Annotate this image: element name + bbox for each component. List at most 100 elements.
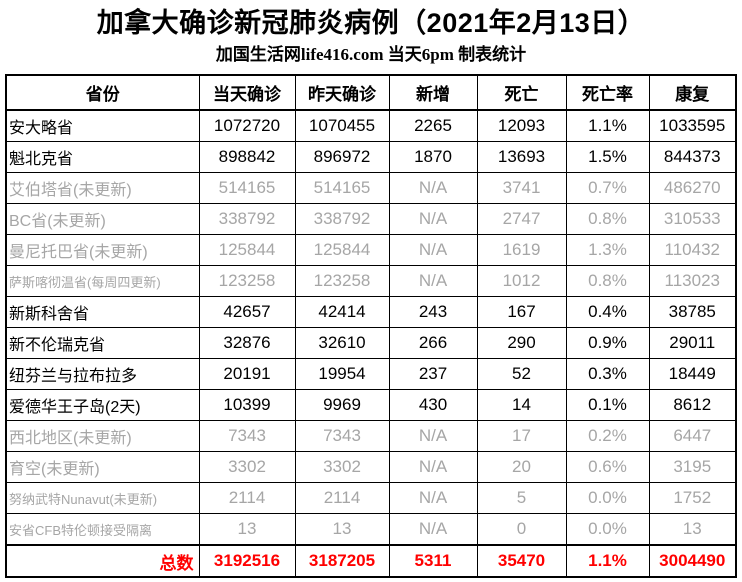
table-row: 努纳武特Nunavut(未更新) 2114 2114 N/A 5 0.0% 1752: [5, 482, 737, 514]
value-cell: 19954: [294, 358, 390, 390]
table-row: 安省CFB特伦顿接受隔离 13 13 N/A 0 0.0% 13: [5, 513, 737, 546]
column-header: 昨天确诊: [294, 74, 390, 111]
value-cell: 167: [476, 296, 567, 328]
table-row: 纽芬兰与拉布拉多 20191 19954 237 52 0.3% 18449: [5, 358, 737, 390]
value-cell: 20: [476, 451, 567, 483]
value-cell: 3302: [294, 451, 390, 483]
value-cell: 237: [388, 358, 478, 390]
page-title: 加拿大确诊新冠肺炎病例（2021年2月13日）: [96, 8, 646, 38]
value-cell: 52: [476, 358, 567, 390]
value-cell: 10399: [198, 389, 296, 421]
value-cell: N/A: [388, 234, 478, 266]
value-cell: 0.0%: [565, 482, 650, 514]
table-row: 新不伦瑞克省 32876 32610 266 290 0.9% 29011: [5, 327, 737, 359]
value-cell: 338792: [198, 203, 296, 235]
value-cell: 2114: [198, 482, 296, 514]
value-cell: 110432: [648, 234, 737, 266]
table-row: 安大略省 1072720 1070455 2265 12093 1.1% 1033595: [5, 109, 737, 142]
value-cell: 8612: [648, 389, 737, 421]
column-header: 死亡率: [565, 74, 650, 111]
value-cell: 0.9%: [565, 327, 650, 359]
value-cell: N/A: [388, 420, 478, 452]
value-cell: 42657: [198, 296, 296, 328]
value-cell: 0.7%: [565, 172, 650, 204]
value-cell: 290: [476, 327, 567, 359]
value-cell: 13: [294, 513, 390, 546]
value-cell: 3195: [648, 451, 737, 483]
table-row: 萨斯喀彻温省(每周四更新) 123258 123258 N/A 1012 0.8% 1130…: [5, 265, 737, 297]
value-cell: 3192516: [198, 544, 296, 578]
value-cell: 3004490: [648, 544, 737, 578]
value-cell: 17: [476, 420, 567, 452]
table-row: 曼尼托巴省(未更新) 125844 125844 N/A 1619 1.3% 110432: [5, 234, 737, 266]
value-cell: 898842: [198, 141, 296, 173]
value-cell: 14: [476, 389, 567, 421]
value-cell: 0.8%: [565, 265, 650, 297]
province-cell: 魁北克省: [5, 141, 200, 173]
value-cell: 35470: [476, 544, 567, 578]
province-cell: 育空(未更新): [5, 451, 200, 483]
value-cell: 13: [198, 513, 296, 546]
value-cell: 38785: [648, 296, 737, 328]
province-cell: 萨斯喀彻温省(每周四更新): [5, 265, 200, 297]
province-cell: 艾伯塔省(未更新): [5, 172, 200, 204]
value-cell: 844373: [648, 141, 737, 173]
value-cell: 266: [388, 327, 478, 359]
value-cell: 7343: [198, 420, 296, 452]
value-cell: 32610: [294, 327, 390, 359]
value-cell: 1.5%: [565, 141, 650, 173]
value-cell: 0.1%: [565, 389, 650, 421]
value-cell: 0: [476, 513, 567, 546]
value-cell: 0.4%: [565, 296, 650, 328]
value-cell: 5: [476, 482, 567, 514]
table-row: 爱德华王子岛(2天) 10399 9969 430 14 0.1% 8612: [5, 389, 737, 421]
table-row: 艾伯塔省(未更新) 514165 514165 N/A 3741 0.7% 486270: [5, 172, 737, 204]
column-header: 省份: [5, 74, 200, 111]
value-cell: 29011: [648, 327, 737, 359]
province-cell: 安大略省: [5, 109, 200, 142]
total-row: 总数 3192516 3187205 5311 35470 1.1% 3004490: [5, 544, 737, 578]
value-cell: 1012: [476, 265, 567, 297]
value-cell: 0.6%: [565, 451, 650, 483]
value-cell: 9969: [294, 389, 390, 421]
table-row: 育空(未更新) 3302 3302 N/A 20 0.6% 3195: [5, 451, 737, 483]
page-subtitle: 加国生活网life416.com 当天6pm 制表统计: [215, 45, 527, 64]
value-cell: 113023: [648, 265, 737, 297]
value-cell: N/A: [388, 482, 478, 514]
value-cell: N/A: [388, 203, 478, 235]
value-cell: 13693: [476, 141, 567, 173]
value-cell: 338792: [294, 203, 390, 235]
covid-stats-table: 省份 当天确诊 昨天确诊 新增 死亡 死亡率 康复 安大略省 1072720 1070455 22…: [5, 74, 737, 578]
value-cell: 2265: [388, 109, 478, 142]
province-cell: 新不伦瑞克省: [5, 327, 200, 359]
province-cell: 爱德华王子岛(2天): [5, 389, 200, 421]
value-cell: 0.8%: [565, 203, 650, 235]
value-cell: 1.1%: [565, 109, 650, 142]
value-cell: 0.2%: [565, 420, 650, 452]
value-cell: 514165: [294, 172, 390, 204]
value-cell: 32876: [198, 327, 296, 359]
table-row: 新斯科舍省 42657 42414 243 167 0.4% 38785: [5, 296, 737, 328]
value-cell: 2747: [476, 203, 567, 235]
value-cell: 5311: [388, 544, 478, 578]
value-cell: 0.3%: [565, 358, 650, 390]
table-row: 西北地区(未更新) 7343 7343 N/A 17 0.2% 6447: [5, 420, 737, 452]
province-cell: 纽芬兰与拉布拉多: [5, 358, 200, 390]
province-cell: 曼尼托巴省(未更新): [5, 234, 200, 266]
table-row: BC省(未更新) 338792 338792 N/A 2747 0.8% 310533: [5, 203, 737, 235]
province-cell: 安省CFB特伦顿接受隔离: [5, 513, 200, 546]
value-cell: 514165: [198, 172, 296, 204]
value-cell: 123258: [294, 265, 390, 297]
value-cell: N/A: [388, 265, 478, 297]
province-cell: 总数: [5, 544, 200, 578]
value-cell: 486270: [648, 172, 737, 204]
value-cell: 125844: [294, 234, 390, 266]
table-body: 安大略省 1072720 1070455 2265 12093 1.1% 1033595 魁北…: [5, 109, 737, 578]
value-cell: 430: [388, 389, 478, 421]
province-cell: 新斯科舍省: [5, 296, 200, 328]
value-cell: 123258: [198, 265, 296, 297]
value-cell: N/A: [388, 451, 478, 483]
value-cell: 3302: [198, 451, 296, 483]
value-cell: 6447: [648, 420, 737, 452]
table-header-row: 省份 当天确诊 昨天确诊 新增 死亡 死亡率 康复: [5, 74, 737, 111]
